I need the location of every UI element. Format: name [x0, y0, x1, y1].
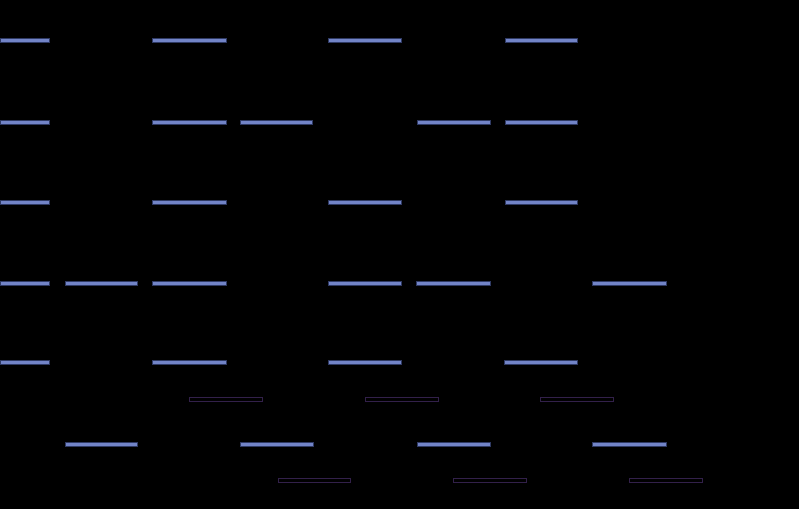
- bar-segment-filled: [505, 200, 578, 205]
- bar-segment-filled: [0, 360, 50, 365]
- bar-segment-filled: [328, 281, 402, 286]
- bar-segment-filled: [328, 360, 402, 365]
- bar-segment-filled: [417, 442, 491, 447]
- bar-segment-filled: [504, 360, 578, 365]
- bar-segment-filled: [152, 38, 227, 43]
- bar-segment-filled: [152, 120, 227, 125]
- bar-segment-filled: [0, 38, 50, 43]
- bar-segment-filled: [0, 200, 50, 205]
- bar-segment-filled: [65, 281, 138, 286]
- bar-segment-outline: [629, 478, 703, 483]
- bar-segment-filled: [152, 281, 227, 286]
- bar-segment-filled: [152, 200, 227, 205]
- bar-segment-filled: [0, 281, 50, 286]
- bar-segment-filled: [505, 120, 578, 125]
- bar-segment-filled: [417, 120, 491, 125]
- bar-segment-outline: [189, 397, 263, 402]
- bar-segment-outline: [540, 397, 614, 402]
- bar-segment-filled: [592, 281, 667, 286]
- bar-segment-filled: [240, 120, 313, 125]
- bar-segment-filled: [240, 442, 314, 447]
- bar-segment-filled: [416, 281, 491, 286]
- bar-segment-outline: [278, 478, 351, 483]
- bar-segment-filled: [152, 360, 227, 365]
- bar-segment-filled: [328, 38, 402, 43]
- bar-segment-filled: [592, 442, 667, 447]
- bar-segment-filled: [328, 200, 402, 205]
- bar-segment-outline: [453, 478, 527, 483]
- bar-segment-outline: [365, 397, 439, 402]
- bar-segment-filled: [65, 442, 138, 447]
- bar-segment-filled: [0, 120, 50, 125]
- bar-segment-filled: [505, 38, 578, 43]
